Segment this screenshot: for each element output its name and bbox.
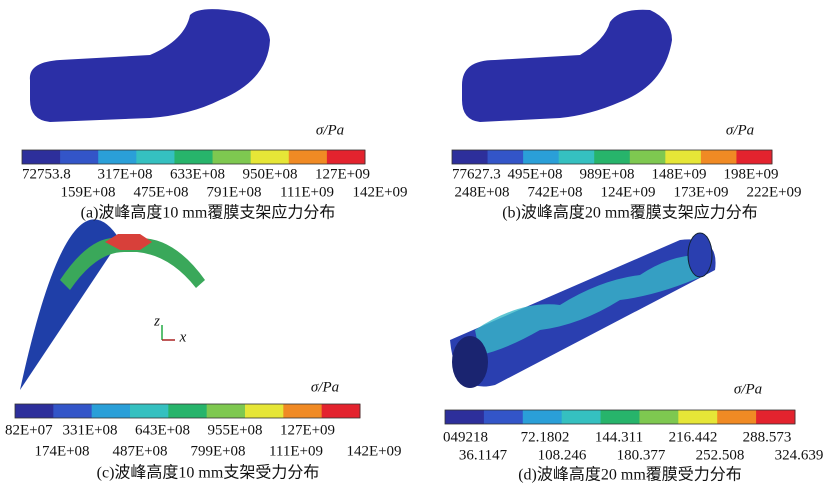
triad-label: x — [179, 329, 187, 345]
colorbar-label: 799E+08 — [190, 443, 245, 459]
colorbar-label: 643E+08 — [135, 422, 190, 438]
colorbar-label: 989E+08 — [579, 166, 634, 182]
colorbar-label: 148E+09 — [651, 166, 706, 182]
colorbar-label: 324.639 — [775, 447, 824, 463]
colorbar-segment — [245, 404, 284, 418]
colorbar-segment — [717, 410, 756, 424]
colorbar-segment — [174, 150, 213, 164]
colorbar-label: 487E+08 — [112, 443, 167, 459]
colorbar-segment — [207, 404, 246, 418]
colorbar-label: 180.377 — [617, 447, 666, 463]
colorbar-label: 495E+08 — [507, 166, 562, 182]
colorbar-label: 82E+07 — [5, 422, 53, 438]
colorbar-segment — [523, 410, 562, 424]
colorbar-label: 173E+09 — [673, 184, 728, 200]
panel-caption: (a)波峰高度10 mm覆膜支架应力分布 — [81, 203, 336, 222]
colorbar-label: 142E+09 — [352, 184, 407, 200]
colorbar-segment — [92, 404, 131, 418]
colorbar-label: 950E+08 — [242, 166, 297, 182]
colorbar-segment — [289, 150, 328, 164]
colorbar-segment — [130, 404, 169, 418]
stent-render — [475, 255, 705, 355]
colorbar-label: 127E+09 — [280, 422, 335, 438]
stent-render — [452, 336, 488, 388]
unit-label: σ/Pa — [316, 122, 344, 138]
unit-label: σ/Pa — [311, 379, 339, 395]
colorbar-segment — [213, 150, 252, 164]
colorbar-segment — [601, 410, 640, 424]
colorbar-label: 475E+08 — [133, 184, 188, 200]
colorbar-label: 252.508 — [696, 447, 745, 463]
colorbar-segment — [53, 404, 92, 418]
colorbar-label: 742E+08 — [527, 184, 582, 200]
stent-render — [462, 10, 672, 122]
colorbar-segment — [701, 150, 737, 164]
colorbar-label: 317E+08 — [97, 166, 152, 182]
panel-caption: (b)波峰高度20 mm覆膜支架应力分布 — [502, 203, 758, 222]
colorbar-label: 049218 — [443, 429, 488, 445]
colorbar-segment — [678, 410, 717, 424]
colorbar-label: 222E+09 — [746, 184, 801, 200]
colorbar-segment — [665, 150, 701, 164]
colorbar-label: 111E+09 — [280, 184, 334, 200]
colorbar-segment — [60, 150, 99, 164]
colorbar-segment — [136, 150, 175, 164]
colorbar-segment — [562, 410, 601, 424]
colorbar-label: 791E+08 — [206, 184, 261, 200]
colorbar-label: 72.1802 — [521, 429, 570, 445]
colorbar-segment — [327, 150, 366, 164]
colorbar-label: 36.1147 — [459, 447, 508, 463]
stent-render — [688, 233, 712, 277]
colorbar-segment — [452, 150, 488, 164]
colorbar-segment — [594, 150, 630, 164]
colorbar-segment — [523, 150, 559, 164]
unit-label: σ/Pa — [726, 122, 754, 138]
colorbar-label: 174E+08 — [34, 443, 89, 459]
figure: 72753.8 317E+08 633E+08 950E+08 127E+09 159E+… — [0, 0, 834, 484]
colorbar-label: 108.246 — [538, 447, 587, 463]
colorbar-segment — [168, 404, 207, 418]
colorbar-segment — [559, 150, 595, 164]
colorbar-label: 331E+08 — [62, 422, 117, 438]
colorbar-segment — [736, 150, 772, 164]
colorbar-segment — [445, 410, 484, 424]
colorbar-label: 159E+08 — [60, 184, 115, 200]
colorbar-label: 127E+09 — [315, 166, 370, 182]
colorbar-label: 198E+09 — [723, 166, 778, 182]
colorbar-label: 111E+09 — [269, 443, 323, 459]
colorbar-label: 955E+08 — [207, 422, 262, 438]
triad-label: z — [153, 313, 160, 329]
colorbar-label: 142E+09 — [346, 443, 401, 459]
colorbar-label: 248E+08 — [454, 184, 509, 200]
colorbar-label: 144.311 — [595, 429, 643, 445]
colorbar-label: 72753.8 — [22, 166, 71, 182]
colorbar-segment — [22, 150, 61, 164]
colorbar-label: 216.442 — [669, 429, 718, 445]
colorbar-segment — [756, 410, 795, 424]
panel-caption: (d)波峰高度20 mm覆膜受力分布 — [518, 466, 742, 484]
colorbar-segment — [98, 150, 137, 164]
colorbar-segment — [630, 150, 666, 164]
colorbar-label: 633E+08 — [170, 166, 225, 182]
colorbar-label: 288.573 — [743, 429, 792, 445]
unit-label: σ/Pa — [734, 381, 762, 397]
colorbar-segment — [15, 404, 54, 418]
colorbar-segment — [484, 410, 523, 424]
stent-render — [30, 9, 270, 122]
colorbar-segment — [639, 410, 678, 424]
colorbar-segment — [322, 404, 361, 418]
colorbar-label: 124E+09 — [600, 184, 655, 200]
colorbar-segment — [283, 404, 322, 418]
colorbar-segment — [251, 150, 290, 164]
colorbar-label: 77627.3 — [452, 166, 501, 182]
panel-caption: (c)波峰高度10 mm支架受力分布 — [97, 464, 320, 482]
colorbar-segment — [488, 150, 524, 164]
